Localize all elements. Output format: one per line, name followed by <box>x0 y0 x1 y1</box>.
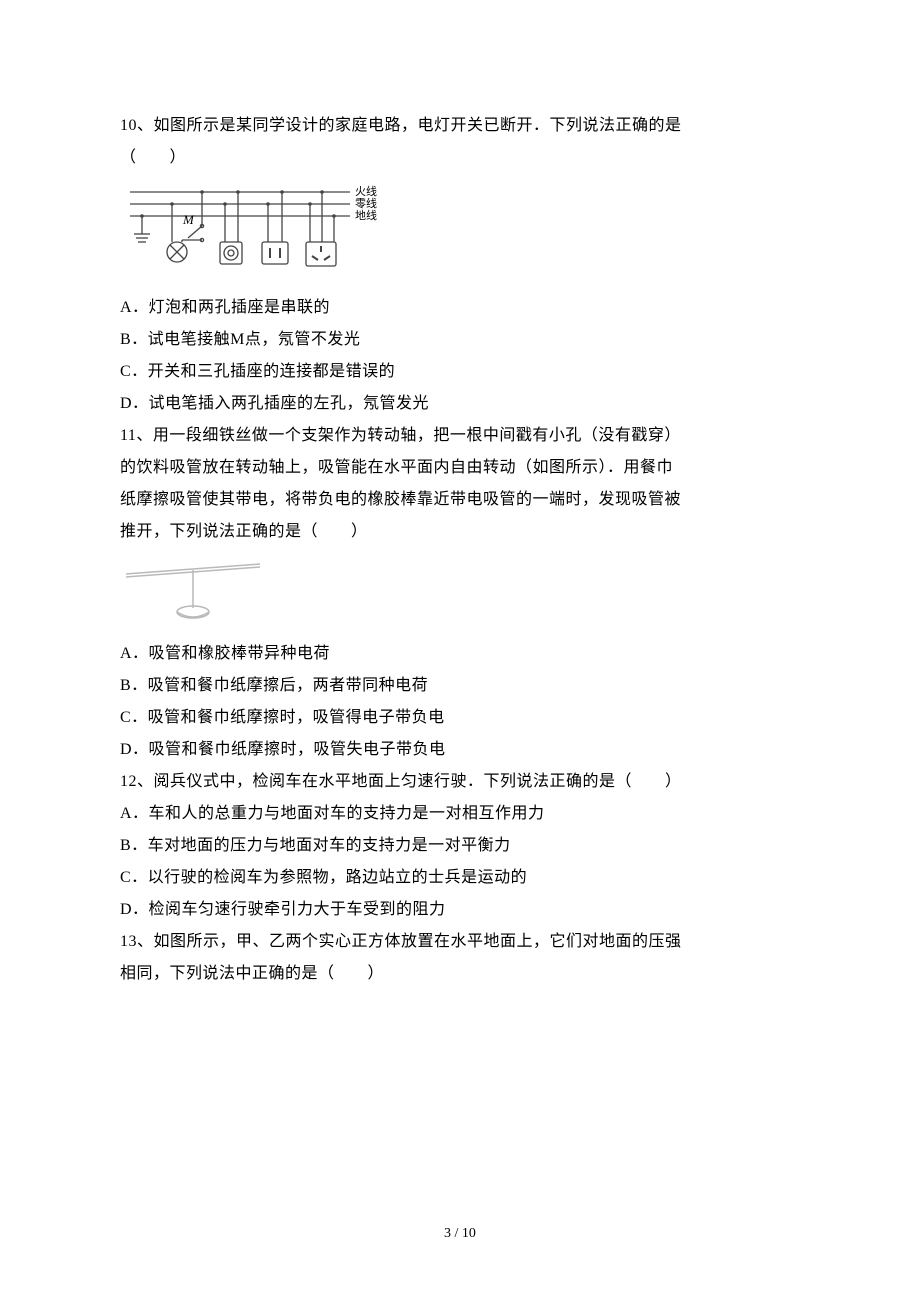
q11-stem-line1: 11、用一段细铁丝做一个支架作为转动轴，把一根中间戳有小孔（没有戳穿） <box>120 420 800 452</box>
q10-label-ground: 地线 <box>355 208 377 222</box>
q12-option-a: A．车和人的总重力与地面对车的支持力是一对相互作用力 <box>120 798 800 830</box>
q10-circuit-diagram: M 火线 零线 地线 <box>120 182 800 280</box>
q10-stem-line1: 10、如图所示是某同学设计的家庭电路，电灯开关已断开．下列说法正确的是 <box>120 110 800 142</box>
q11-option-a: A．吸管和橡胶棒带异种电荷 <box>120 638 800 670</box>
q11-stem-line4: 推开，下列说法正确的是（ ） <box>120 516 800 548</box>
q11-option-d: D．吸管和餐巾纸摩擦时，吸管失电子带负电 <box>120 734 800 766</box>
q11-straw-diagram <box>120 556 800 626</box>
page-footer: 3 / 10 <box>0 1226 920 1242</box>
q10-option-b: B．试电笔接触M点，氖管不发光 <box>120 324 800 356</box>
q11-option-c: C．吸管和餐巾纸摩擦时，吸管得电子带负电 <box>120 702 800 734</box>
q10-label-m: M <box>182 212 195 227</box>
q10-stem-line2: （ ） <box>120 142 800 174</box>
q12-stem: 12、阅兵仪式中，检阅车在水平地面上匀速行驶．下列说法正确的是（ ） <box>120 766 800 798</box>
q12-option-d: D．检阅车匀速行驶牵引力大于车受到的阻力 <box>120 894 800 926</box>
q10-option-a: A．灯泡和两孔插座是串联的 <box>120 292 800 324</box>
q12-option-c: C．以行驶的检阅车为参照物，路边站立的士兵是运动的 <box>120 862 800 894</box>
q11-stem-line2: 的饮料吸管放在转动轴上，吸管能在水平面内自由转动（如图所示）．用餐巾 <box>120 452 800 484</box>
q11-option-b: B．吸管和餐巾纸摩擦后，两者带同种电荷 <box>120 670 800 702</box>
q12-option-b: B．车对地面的压力与地面对车的支持力是一对平衡力 <box>120 830 800 862</box>
q10-label-live: 火线 <box>355 184 377 198</box>
q13-stem-line2: 相同，下列说法中正确的是（ ） <box>120 958 800 990</box>
q10-label-neutral: 零线 <box>355 196 377 210</box>
q13-stem-line1: 13、如图所示，甲、乙两个实心正方体放置在水平地面上，它们对地面的压强 <box>120 926 800 958</box>
q11-stem-line3: 纸摩擦吸管使其带电，将带负电的橡胶棒靠近带电吸管的一端时，发现吸管被 <box>120 484 800 516</box>
q10-option-c: C．开关和三孔插座的连接都是错误的 <box>120 356 800 388</box>
q10-option-d: D．试电笔插入两孔插座的左孔，氖管发光 <box>120 388 800 420</box>
